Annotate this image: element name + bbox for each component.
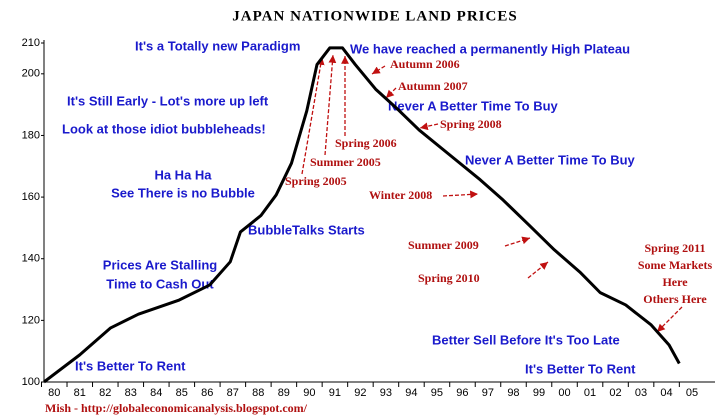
y-tick-label: 140 bbox=[22, 253, 40, 265]
annotation: It's a Totally new Paradigm bbox=[135, 38, 300, 53]
x-tick-label: 83 bbox=[125, 387, 137, 399]
x-tick-label: 98 bbox=[507, 387, 519, 399]
arrow bbox=[419, 122, 439, 131]
x-tick-label: 94 bbox=[405, 387, 417, 399]
x-tick-label: 02 bbox=[609, 387, 621, 399]
annotation: BubbleTalks Starts bbox=[248, 222, 365, 237]
annotation: It's Better To Rent bbox=[525, 361, 636, 376]
footer: Mish - http://globaleconomicanalysis.blo… bbox=[45, 401, 308, 415]
annotation: Others Here bbox=[643, 292, 707, 306]
arrow bbox=[371, 65, 386, 75]
y-tick-label: 200 bbox=[22, 68, 40, 80]
y-tick-label: 210 bbox=[22, 37, 40, 49]
annotation: Ha Ha Ha bbox=[154, 167, 212, 182]
x-tick-label: 95 bbox=[431, 387, 443, 399]
annotation: See There is no Bubble bbox=[111, 185, 255, 200]
annotation: Never A Better Time To Buy bbox=[388, 98, 559, 113]
annotation: Winter 2008 bbox=[369, 188, 432, 202]
annotation: Some Markets bbox=[638, 258, 713, 272]
annotation: Spring 2006 bbox=[335, 136, 397, 150]
line bbox=[43, 46, 681, 384]
x-tick-label: 92 bbox=[354, 387, 366, 399]
x-tick-label: 81 bbox=[74, 387, 86, 399]
arrow bbox=[442, 190, 479, 199]
arrow bbox=[385, 87, 397, 99]
annotation: Spring 2005 bbox=[285, 174, 347, 188]
x-tick-label: 90 bbox=[303, 387, 315, 399]
annotation: We have reached a permanently High Plate… bbox=[350, 41, 630, 56]
x-tick-label: 89 bbox=[278, 387, 290, 399]
x-tick-label: 93 bbox=[380, 387, 392, 399]
x-tick-label: 01 bbox=[584, 387, 596, 399]
arrow bbox=[656, 306, 683, 333]
annotation: Look at those idiot bubbleheads! bbox=[62, 121, 266, 136]
annotation: Better Sell Before It's Too Late bbox=[432, 332, 620, 347]
arrow bbox=[324, 54, 337, 156]
x-tick-label: 00 bbox=[558, 387, 570, 399]
annotation: Here bbox=[662, 275, 688, 289]
x-tick-label: 05 bbox=[686, 387, 698, 399]
annotation: It's Still Early - Lot's more up left bbox=[67, 93, 269, 108]
x-tick-label: 04 bbox=[660, 387, 672, 399]
annotation: Autumn 2007 bbox=[398, 79, 468, 93]
x-tick-label: 88 bbox=[252, 387, 264, 399]
annotation: Autumn 2006 bbox=[390, 57, 460, 71]
annotation: Spring 2008 bbox=[440, 117, 502, 131]
y-tick-label: 180 bbox=[22, 129, 40, 141]
annotation: It's Better To Rent bbox=[75, 358, 186, 373]
annotation: Summer 2005 bbox=[310, 155, 381, 169]
x-tick-label: 99 bbox=[533, 387, 545, 399]
annotation: Time to Cash Out bbox=[106, 276, 214, 291]
x-tick-label: 85 bbox=[176, 387, 188, 399]
y-tick-label: 120 bbox=[22, 314, 40, 326]
annotation: Never A Better Time To Buy bbox=[465, 152, 636, 167]
y-tick-label: 100 bbox=[22, 376, 40, 388]
x-tick-label: 86 bbox=[201, 387, 213, 399]
arrow bbox=[527, 261, 549, 279]
x-tick-label: 96 bbox=[456, 387, 468, 399]
annotation: Spring 2010 bbox=[418, 271, 480, 285]
chart-title: JAPAN NATIONWIDE LAND PRICES bbox=[232, 8, 517, 24]
y-tick-label: 160 bbox=[22, 191, 40, 203]
arrows bbox=[301, 54, 683, 333]
arrow bbox=[504, 236, 531, 247]
arrow bbox=[301, 56, 325, 175]
annotation: Summer 2009 bbox=[408, 238, 479, 252]
annotation: Spring 2011 bbox=[644, 241, 705, 255]
x-tick-label: 87 bbox=[227, 387, 239, 399]
annotation: Prices Are Stalling bbox=[103, 257, 217, 272]
x-tick-label: 97 bbox=[482, 387, 494, 399]
x-tick-label: 82 bbox=[99, 387, 111, 399]
x-tick-label: 84 bbox=[150, 387, 162, 399]
x-tick-label: 80 bbox=[48, 387, 60, 399]
x-tick-label: 03 bbox=[635, 387, 647, 399]
x-tick-label: 91 bbox=[329, 387, 341, 399]
